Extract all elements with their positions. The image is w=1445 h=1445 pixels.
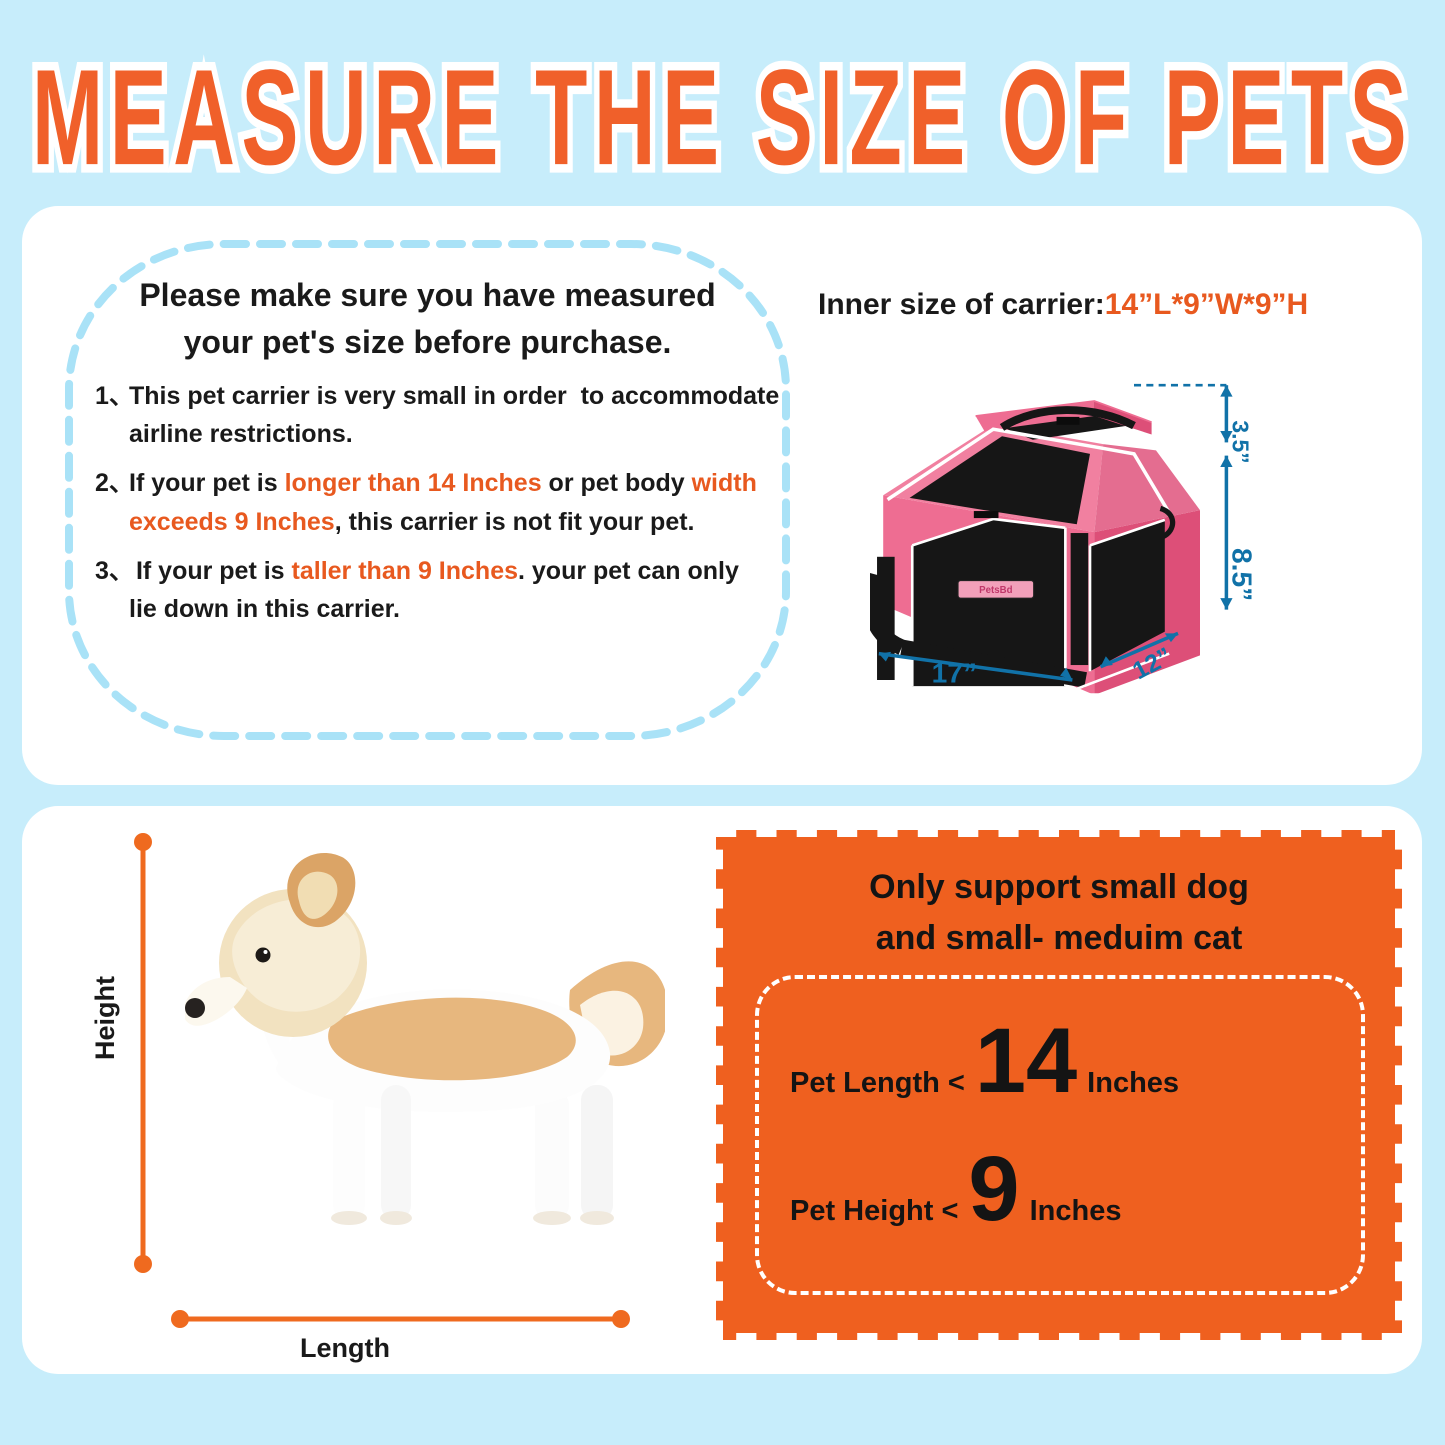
- svg-text:8.5”: 8.5”: [1227, 548, 1258, 601]
- svg-text:3.5”: 3.5”: [1228, 420, 1254, 463]
- svg-text:12”: 12”: [1129, 643, 1177, 685]
- svg-text:17”: 17”: [932, 658, 977, 689]
